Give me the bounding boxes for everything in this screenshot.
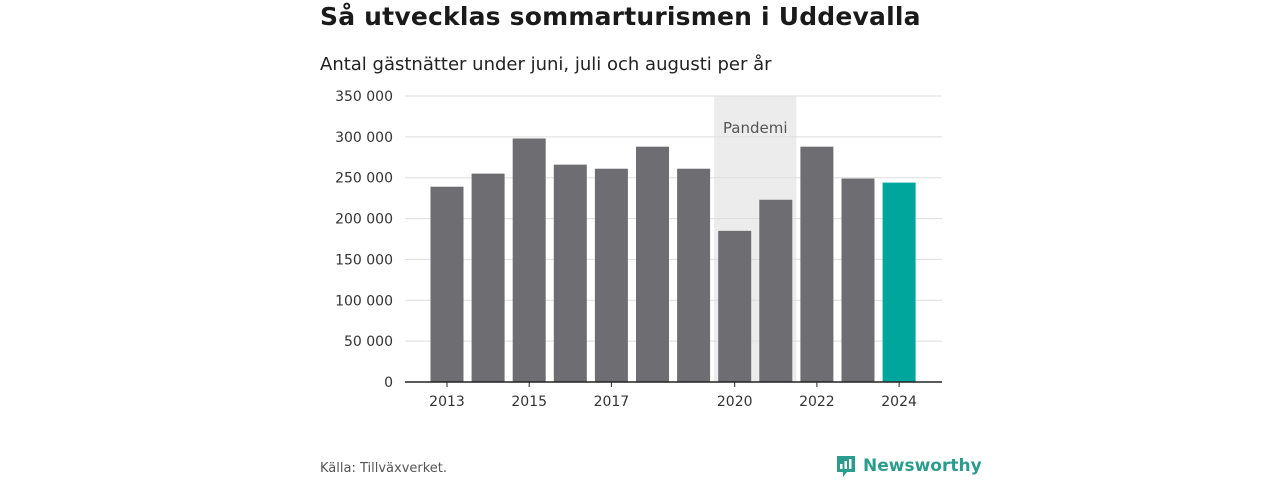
bar-2019 <box>677 168 711 382</box>
bar-2017 <box>594 168 628 382</box>
y-tick-label: 0 <box>384 375 393 391</box>
bars <box>430 138 916 382</box>
bar-2016 <box>553 164 587 382</box>
bar-chart: Pandemi 0 50 000 100 000 150 000 200 000 250 0… <box>335 89 942 410</box>
source-note: Källa: Tillväxverket. <box>320 461 448 476</box>
y-tick-label: 300 000 <box>335 130 393 146</box>
annotation-label: Pandemi <box>723 119 788 137</box>
y-tick-label: 150 000 <box>335 252 393 268</box>
chart-title: Så utvecklas sommarturismen i Uddevalla <box>320 2 921 31</box>
bar-2014 <box>471 173 505 382</box>
x-tick-label: 2024 <box>881 394 917 410</box>
x-tick-label: 2015 <box>511 394 547 410</box>
x-tick-label: 2013 <box>429 394 465 410</box>
bar-2018 <box>636 146 669 382</box>
x-tick-label: 2020 <box>717 394 753 410</box>
y-tick-label: 350 000 <box>335 89 393 105</box>
bar-2022 <box>800 146 834 382</box>
x-tick-label: 2017 <box>594 394 630 410</box>
bar-2021 <box>759 199 793 382</box>
y-tick-label: 200 000 <box>335 212 393 228</box>
bar-2024 <box>882 182 916 382</box>
brand-logo: Newsworthy <box>835 454 982 478</box>
y-tick-label: 50 000 <box>344 334 393 350</box>
brand-name: Newsworthy <box>863 456 982 476</box>
bar-2013 <box>430 186 464 382</box>
labels: Pandemi 0 50 000 100 000 150 000 200 000 250 0… <box>335 89 942 410</box>
y-tick-label: 250 000 <box>335 171 393 187</box>
x-tick-label: 2022 <box>799 394 835 410</box>
chart-subtitle: Antal gästnätter under juni, juli och au… <box>320 54 772 75</box>
y-tick-label: 100 000 <box>335 293 393 309</box>
newsworthy-icon <box>837 456 855 477</box>
bar-2020 <box>718 230 752 382</box>
bar-2023 <box>841 178 875 382</box>
bar-2015 <box>512 138 546 382</box>
